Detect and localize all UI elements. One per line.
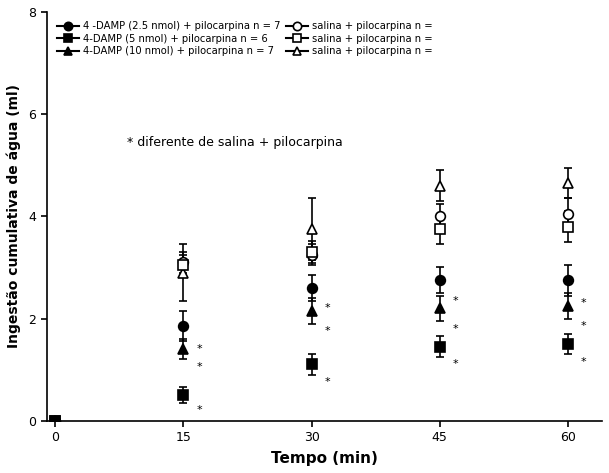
Text: *: *: [196, 344, 202, 354]
Text: *: *: [325, 303, 330, 313]
Text: *: *: [325, 377, 330, 387]
Text: *: *: [325, 326, 330, 336]
Text: *: *: [581, 321, 586, 331]
Text: *: *: [452, 324, 458, 333]
Text: *: *: [581, 298, 586, 308]
Text: *: *: [452, 296, 458, 306]
Text: *: *: [581, 357, 586, 367]
X-axis label: Tempo (min): Tempo (min): [271, 451, 378, 466]
Text: * diferente de salina + pilocarpina: * diferente de salina + pilocarpina: [127, 136, 343, 149]
Y-axis label: Ingestão cumulativa de água (ml): Ingestão cumulativa de água (ml): [7, 84, 21, 348]
Legend: 4 -DAMP (2.5 nmol) + pilocarpina n = 7, 4-DAMP (5 nmol) + pilocarpina n = 6, 4-D: 4 -DAMP (2.5 nmol) + pilocarpina n = 7, …: [57, 21, 432, 56]
Text: *: *: [196, 405, 202, 415]
Text: *: *: [452, 359, 458, 369]
Text: *: *: [196, 362, 202, 372]
